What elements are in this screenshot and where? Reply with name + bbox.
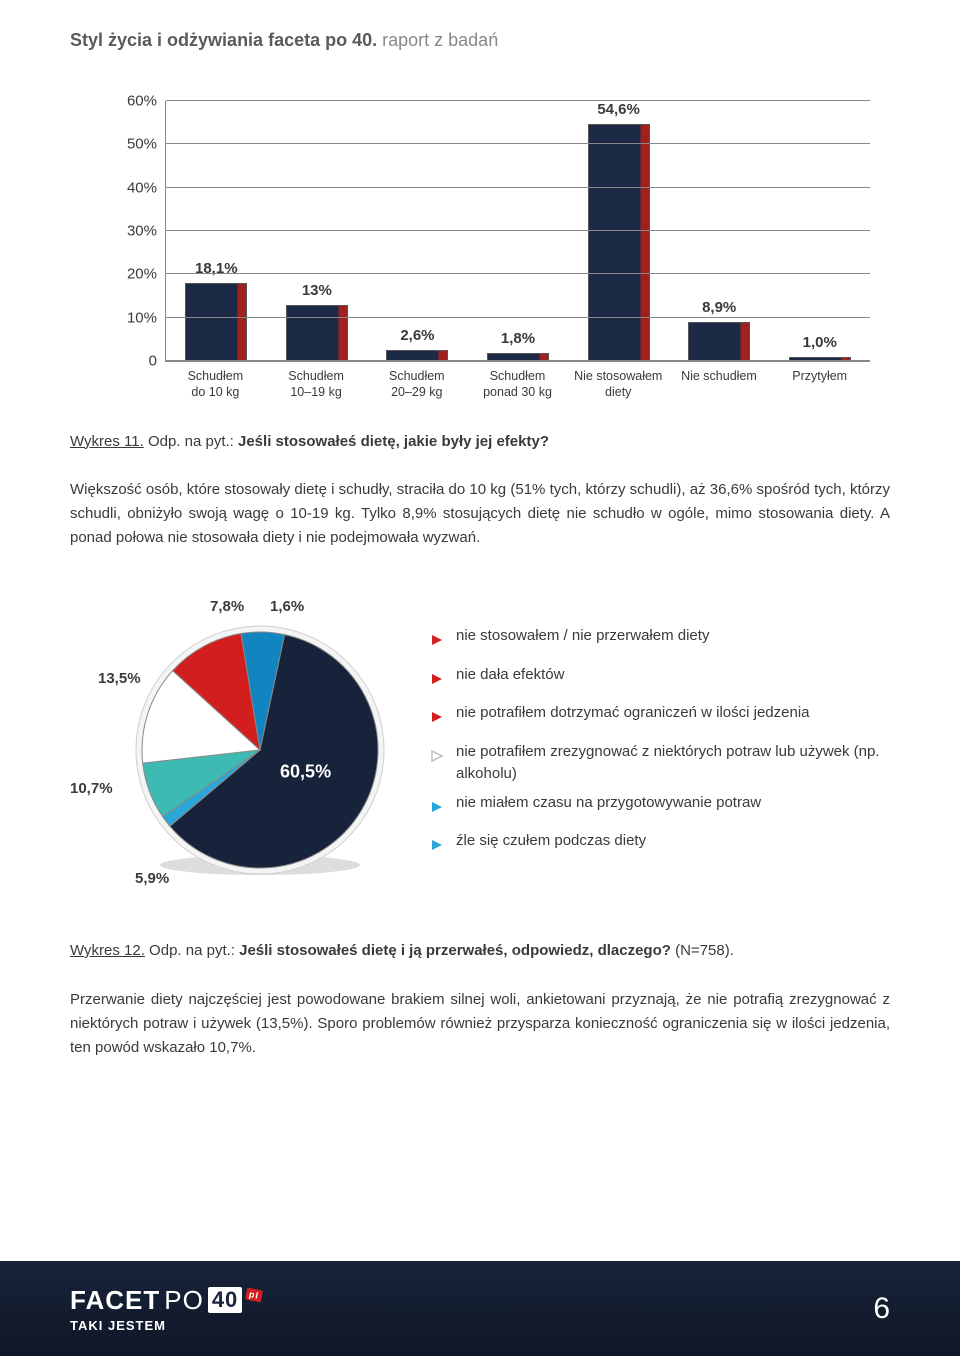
paragraph-1: Większość osób, które stosowały dietę i … [70, 478, 890, 550]
bar-x-label: Nie stosowałemdiety [568, 362, 669, 401]
gridline [166, 273, 870, 274]
y-tick-label: 10% [127, 309, 157, 326]
bar-rect [286, 305, 348, 361]
legend-item: nie potrafiłem zrezygnować z niektórych … [430, 739, 890, 786]
gridline [166, 360, 870, 361]
caption1-prefix: Wykres 11. [70, 433, 144, 450]
pie-slice-label: 5,9% [135, 870, 169, 887]
bar-column: 8,9% [669, 101, 770, 361]
bar-value-label: 8,9% [702, 299, 736, 316]
header-light: raport z badań [377, 30, 498, 50]
caption1-bold: Jeśli stosowałeś dietę, jakie były jej e… [238, 433, 549, 450]
legend-item: nie miałem czasu na przygotowywanie potr… [430, 790, 890, 825]
bar-chart: 60%50%40%30%20%10%0 18,1%13%2,6%1,8%54,6… [110, 101, 870, 401]
paragraph-2: Przerwanie diety najczęściej jest powodo… [70, 988, 890, 1060]
bar-value-label: 54,6% [597, 101, 640, 118]
gridline [166, 100, 870, 101]
triangle-icon [430, 629, 446, 658]
legend-item: nie potrafiłem dotrzymać ograniczeń w il… [430, 700, 890, 735]
gridline [166, 187, 870, 188]
triangle-icon [430, 745, 446, 774]
bar-x-label: Przytyłem [769, 362, 870, 401]
legend-text: nie stosowałem / nie przerwałem diety [456, 623, 890, 648]
pie-slice-label: 13,5% [98, 670, 141, 687]
y-tick-label: 30% [127, 223, 157, 240]
bar-value-label: 1,8% [501, 330, 535, 347]
legend-text: nie potrafiłem dotrzymać ograniczeń w il… [456, 700, 890, 725]
page-header: Styl życia i odżywiania faceta po 40. ra… [70, 30, 890, 51]
gridline [166, 230, 870, 231]
bar-column: 1,0% [769, 101, 870, 361]
bar-column: 18,1% [166, 101, 267, 361]
logo-tagline: TAKI JESTEM [70, 1318, 262, 1333]
pie-slice-label: 60,5% [280, 761, 331, 781]
logo-po: PO [164, 1285, 204, 1316]
y-tick-label: 20% [127, 266, 157, 283]
bar-column: 13% [267, 101, 368, 361]
legend-text: nie miałem czasu na przygotowywanie potr… [456, 790, 890, 815]
bar-column: 1,8% [468, 101, 569, 361]
triangle-icon [430, 834, 446, 863]
pie-slice-label: 1,6% [270, 598, 304, 615]
bar-rect [688, 322, 750, 361]
legend-text: źle się czułem podczas diety [456, 828, 890, 853]
y-tick-label: 40% [127, 179, 157, 196]
legend-text: nie dała efektów [456, 662, 890, 687]
caption2-suffix: (N=758). [671, 942, 734, 959]
bar-column: 54,6% [568, 101, 669, 361]
caption1-mid: Odp. na pyt.: [144, 433, 238, 450]
caption-wykres-11: Wykres 11. Odp. na pyt.: Jeśli stosowałe… [70, 431, 890, 454]
bar-x-label: Schudłemdo 10 kg [165, 362, 266, 401]
y-tick-label: 60% [127, 93, 157, 110]
bar-rect [588, 124, 650, 361]
bar-column: 2,6% [367, 101, 468, 361]
gridline [166, 317, 870, 318]
bar-rect [185, 283, 247, 361]
legend-item: źle się czułem podczas diety [430, 828, 890, 863]
bar-chart-y-axis: 60%50%40%30%20%10%0 [110, 101, 165, 361]
pie-chart-svg: 60,5% [130, 620, 390, 880]
triangle-icon [430, 796, 446, 825]
bar-chart-x-labels: Schudłemdo 10 kgSchudłem10–19 kgSchudłem… [165, 361, 870, 401]
bar-value-label: 13% [302, 282, 332, 299]
logo-forty: 40 [208, 1287, 242, 1313]
logo-pl: pl [245, 1287, 263, 1302]
footer-logo: FACET PO 40 pl TAKI JESTEM [70, 1285, 262, 1333]
page-footer: FACET PO 40 pl TAKI JESTEM 6 [0, 1261, 960, 1356]
bar-chart-plot: 18,1% 13% 2,6% 1,8% 54,6% 8,9% 1,0% [165, 101, 870, 361]
pie-slice-label: 7,8% [210, 598, 244, 615]
caption-wykres-12: Wykres 12. Odp. na pyt.: Jeśli stosowałe… [70, 940, 890, 963]
pie-slice-label: 10,7% [70, 780, 113, 797]
bar-value-label: 2,6% [400, 327, 434, 344]
y-tick-label: 0 [149, 353, 157, 370]
legend-item: nie dała efektów [430, 662, 890, 697]
logo-facet: FACET [70, 1285, 160, 1316]
caption2-bold: Jeśli stosowałeś dietę i ją przerwałeś, … [239, 942, 671, 959]
bar-x-label: Schudłemponad 30 kg [467, 362, 568, 401]
legend-text: nie potrafiłem zrezygnować z niektórych … [456, 739, 890, 786]
triangle-icon [430, 706, 446, 735]
y-tick-label: 50% [127, 136, 157, 153]
page-number: 6 [873, 1292, 890, 1326]
triangle-icon [430, 668, 446, 697]
bar-value-label: 1,0% [803, 334, 837, 351]
caption2-mid: Odp. na pyt.: [145, 942, 239, 959]
bar-x-label: Schudłem10–19 kg [266, 362, 367, 401]
gridline [166, 143, 870, 144]
header-bold: Styl życia i odżywiania faceta po 40. [70, 30, 377, 50]
legend-item: nie stosowałem / nie przerwałem diety [430, 623, 890, 658]
pie-chart: 60,5% 1,6% 7,8% 13,5% 10,7% 5,9% [70, 590, 430, 900]
bar-x-label: Nie schudłem [669, 362, 770, 401]
caption2-prefix: Wykres 12. [70, 942, 145, 959]
pie-section: 60,5% 1,6% 7,8% 13,5% 10,7% 5,9% nie stosowa… [70, 590, 890, 900]
pie-legend: nie stosowałem / nie przerwałem diety nie… [430, 623, 890, 867]
bar-x-label: Schudłem20–29 kg [366, 362, 467, 401]
